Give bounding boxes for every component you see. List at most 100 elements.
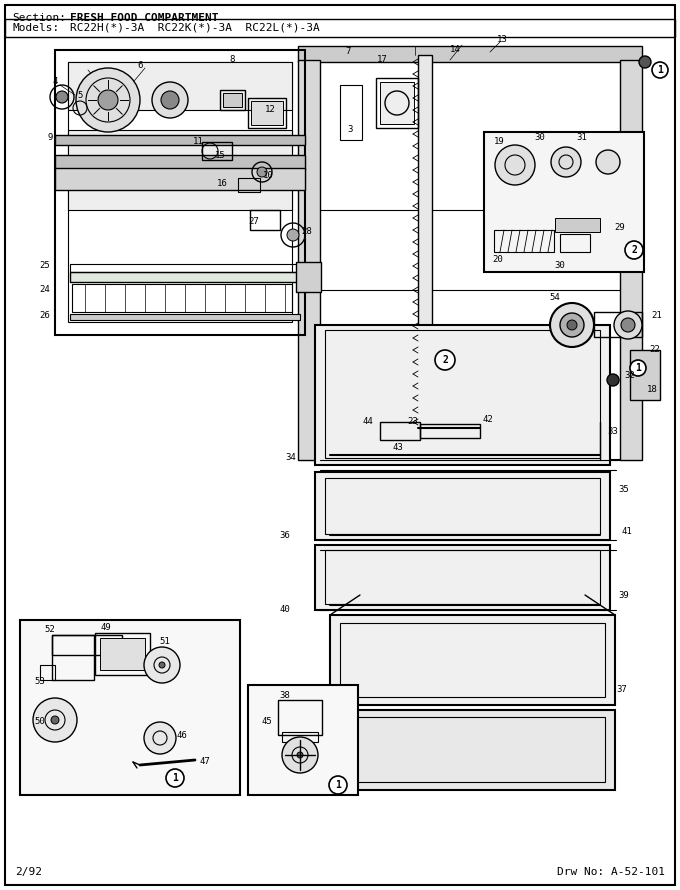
- Text: 5: 5: [78, 91, 83, 100]
- Text: 34: 34: [286, 454, 296, 463]
- Text: 30: 30: [555, 261, 565, 270]
- Bar: [345, 717, 605, 782]
- Text: 35: 35: [619, 486, 630, 495]
- Bar: [376, 78, 418, 128]
- Bar: [55, 168, 305, 190]
- Bar: [325, 330, 600, 458]
- Bar: [202, 142, 232, 160]
- Circle shape: [630, 360, 646, 376]
- Text: 19: 19: [494, 137, 505, 147]
- Circle shape: [567, 320, 577, 330]
- Bar: [95, 633, 150, 675]
- Bar: [335, 710, 615, 790]
- Text: 23: 23: [407, 417, 418, 426]
- Text: 6: 6: [137, 61, 143, 69]
- Circle shape: [98, 90, 118, 110]
- Text: 44: 44: [362, 417, 373, 426]
- Bar: [20, 620, 240, 795]
- Bar: [55, 135, 305, 145]
- Circle shape: [652, 62, 668, 78]
- Text: 1: 1: [635, 363, 641, 373]
- Circle shape: [257, 167, 267, 177]
- Text: 1: 1: [335, 780, 341, 790]
- Text: 15: 15: [215, 150, 225, 159]
- Text: 41: 41: [622, 528, 632, 537]
- Bar: [555, 218, 600, 232]
- Text: 16: 16: [217, 180, 227, 189]
- Bar: [298, 46, 642, 62]
- Text: 45: 45: [262, 717, 273, 726]
- Bar: [220, 90, 245, 110]
- Text: RC22H(*)-3A  RC22K(*)-3A  RC22L(*)-3A: RC22H(*)-3A RC22K(*)-3A RC22L(*)-3A: [70, 23, 320, 33]
- Text: 18: 18: [647, 385, 658, 394]
- Text: 10: 10: [262, 171, 273, 180]
- Circle shape: [144, 722, 176, 754]
- Circle shape: [639, 56, 651, 68]
- Text: 2/92: 2/92: [15, 867, 42, 877]
- Bar: [594, 312, 642, 337]
- Bar: [68, 130, 292, 210]
- Text: 43: 43: [392, 443, 403, 452]
- Text: 39: 39: [619, 590, 630, 600]
- Bar: [620, 60, 642, 460]
- Bar: [630, 350, 660, 400]
- Text: 1: 1: [172, 773, 178, 783]
- Text: 25: 25: [39, 262, 50, 271]
- Bar: [315, 472, 610, 540]
- Bar: [100, 638, 145, 670]
- Bar: [296, 262, 321, 292]
- Bar: [52, 635, 94, 680]
- Bar: [40, 665, 55, 680]
- Circle shape: [297, 752, 303, 758]
- Bar: [70, 272, 300, 282]
- Text: 14: 14: [449, 45, 460, 54]
- Text: FRESH FOOD COMPARTMENT: FRESH FOOD COMPARTMENT: [70, 13, 218, 23]
- Text: Drw No: A-52-101: Drw No: A-52-101: [557, 867, 665, 877]
- Text: 26: 26: [39, 311, 50, 320]
- Text: 53: 53: [35, 677, 46, 686]
- Text: 54: 54: [549, 294, 560, 303]
- Circle shape: [56, 91, 68, 103]
- Text: 42: 42: [483, 416, 494, 425]
- Circle shape: [560, 313, 584, 337]
- Text: 47: 47: [200, 757, 210, 766]
- Text: 49: 49: [101, 624, 112, 633]
- Circle shape: [152, 82, 188, 118]
- Bar: [250, 210, 280, 230]
- Text: 33: 33: [608, 427, 618, 436]
- Text: 30: 30: [534, 134, 545, 142]
- Bar: [248, 685, 358, 795]
- Circle shape: [621, 318, 635, 332]
- Text: 2: 2: [442, 355, 448, 365]
- Text: 38: 38: [279, 691, 290, 700]
- Text: 29: 29: [615, 223, 626, 232]
- Bar: [418, 55, 432, 430]
- Text: 8: 8: [229, 55, 235, 64]
- Bar: [330, 615, 615, 705]
- Text: 20: 20: [492, 255, 503, 264]
- Circle shape: [166, 769, 184, 787]
- Circle shape: [159, 662, 165, 668]
- Text: 11: 11: [192, 137, 203, 147]
- Text: 12: 12: [265, 106, 275, 115]
- Circle shape: [144, 647, 180, 683]
- Text: 40: 40: [279, 605, 290, 614]
- Text: 31: 31: [577, 134, 588, 142]
- Text: 13: 13: [496, 36, 507, 44]
- Bar: [278, 700, 322, 735]
- Text: 22: 22: [649, 345, 660, 354]
- Text: 27: 27: [249, 217, 259, 226]
- Text: 2: 2: [631, 245, 637, 255]
- Bar: [298, 60, 320, 460]
- Circle shape: [614, 311, 642, 339]
- Circle shape: [607, 374, 619, 386]
- Text: 17: 17: [377, 55, 388, 64]
- Text: 1: 1: [657, 65, 663, 75]
- Bar: [5, 19, 675, 37]
- Text: 32: 32: [625, 370, 635, 379]
- Text: 37: 37: [617, 685, 628, 694]
- Circle shape: [596, 150, 620, 174]
- Circle shape: [76, 68, 140, 132]
- Bar: [325, 550, 600, 604]
- Bar: [52, 635, 122, 655]
